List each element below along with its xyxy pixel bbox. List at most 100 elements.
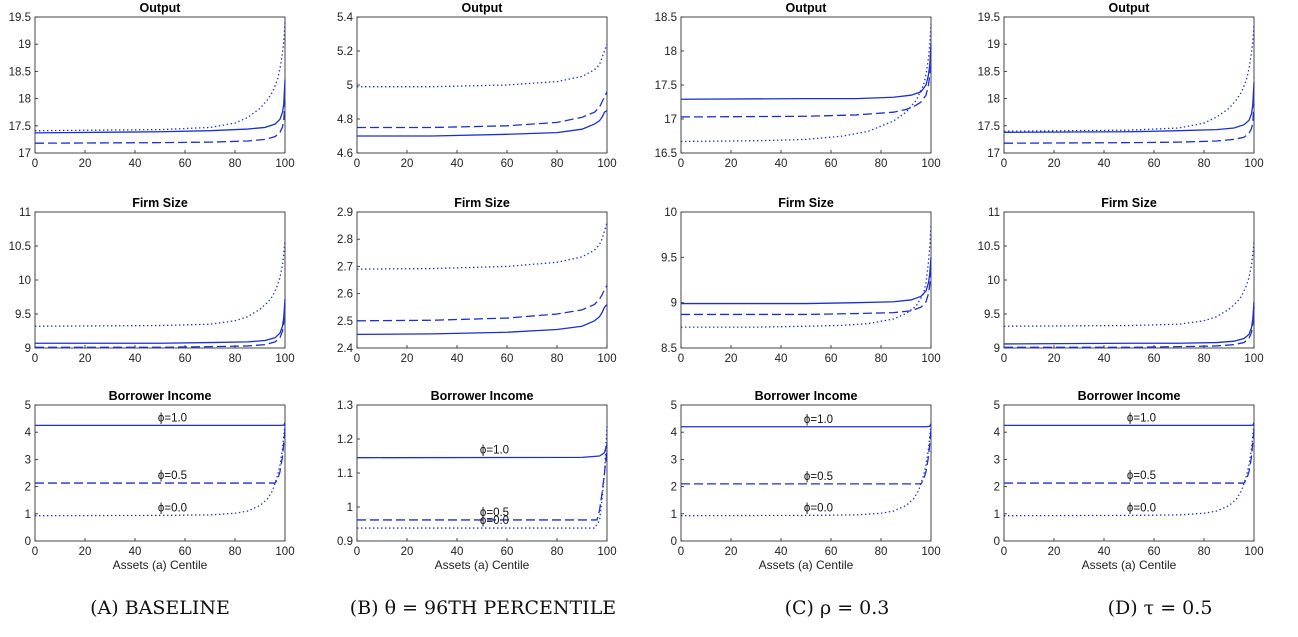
chart-borrower-income-d: Borrower Income 0 20 40 60 80 100 0 1 2 3 4 5 ϕ=1.0 ϕ=… <box>994 389 1264 572</box>
chart-firm-size-a: Firm Size 0 20 40 60 80 100 9 9.5 10 10.5 11 <box>9 196 295 365</box>
series-annotation: ϕ=1.0 <box>1127 412 1156 424</box>
x-tick-label: 100 <box>921 546 940 558</box>
x-tick-label: 20 <box>79 158 92 170</box>
x-tick-label: 100 <box>1244 158 1263 170</box>
chart-firm-size-b: Firm Size 0 20 40 60 80 100 2.4 2.5 2.6 2.7 2.8 2.9 <box>337 196 617 365</box>
caption-row: (A) BASELINE (B) θ = 96TH PERCENTILE (C)… <box>90 597 1212 619</box>
x-tick-label: 0 <box>32 546 38 558</box>
x-tick-label: 100 <box>275 353 294 365</box>
chart-title: Output <box>140 1 182 15</box>
x-tick-label: 0 <box>354 546 360 558</box>
chart-borrower-income-c: Borrower Income 0 20 40 60 80 100 0 1 2 3 4 5 ϕ=1.0 ϕ=… <box>671 389 941 572</box>
y-tick-label: 1.1 <box>337 468 353 480</box>
x-tick-label: 40 <box>129 546 142 558</box>
y-tick-label: 10 <box>664 207 677 219</box>
y-tick-label: 17 <box>18 148 31 160</box>
y-tick-label: 17.5 <box>655 80 677 92</box>
y-tick-label: 0 <box>25 536 31 548</box>
y-tick-label: 8.5 <box>661 343 677 355</box>
y-tick-label: 5.2 <box>337 46 353 58</box>
y-tick-label: 9.5 <box>984 309 1000 321</box>
x-tick-label: 60 <box>1148 353 1161 365</box>
series-line-solid <box>1004 422 1255 427</box>
x-axis-label: Assets (a) Centile <box>759 558 854 572</box>
chart-output-a: Output 0 20 40 60 80 100 17 17.5 18 18.5 19 19.5 <box>9 1 295 170</box>
x-tick-label: 0 <box>678 353 684 365</box>
y-tick-label: 2.9 <box>337 207 353 219</box>
series-line-dotted <box>680 23 932 143</box>
y-tick-label: 2.6 <box>337 289 353 301</box>
y-tick-label: 19 <box>18 39 31 51</box>
x-tick-label: 60 <box>179 546 192 558</box>
x-tick-label: 60 <box>825 158 838 170</box>
x-tick-label: 100 <box>597 158 616 170</box>
y-tick-label: 10.5 <box>9 241 31 253</box>
x-tick-label: 20 <box>1048 353 1061 365</box>
x-tick-label: 100 <box>1244 546 1263 558</box>
series-annotation: ϕ=0.0 <box>158 503 187 515</box>
x-tick-label: 40 <box>775 546 788 558</box>
chart-title: Firm Size <box>132 196 188 210</box>
y-tick-label: 1.2 <box>337 434 353 446</box>
series-line-dashed <box>35 429 286 484</box>
y-tick-label: 1 <box>994 509 1000 521</box>
y-tick-label: 9 <box>671 298 677 310</box>
y-tick-label: 4 <box>25 427 32 439</box>
chart-firm-size-c: Firm Size 0 20 40 60 80 100 8.5 9 9.5 10 <box>661 196 941 365</box>
series-annotation: ϕ=0.0 <box>804 503 833 515</box>
x-tick-label: 0 <box>678 158 684 170</box>
x-tick-label: 20 <box>725 353 738 365</box>
series-line-solid <box>681 257 932 305</box>
x-tick-label: 40 <box>1098 546 1111 558</box>
series-line-dotted <box>357 43 608 88</box>
caption-d: (D) τ = 0.5 <box>1108 597 1213 619</box>
x-tick-label: 20 <box>79 546 92 558</box>
x-tick-label: 60 <box>501 353 514 365</box>
y-tick-label: 2.8 <box>337 234 353 246</box>
x-tick-label: 40 <box>451 353 464 365</box>
x-tick-label: 80 <box>229 353 242 365</box>
x-tick-label: 20 <box>401 158 414 170</box>
series-line-dotted <box>34 240 286 327</box>
x-tick-label: 0 <box>1001 546 1007 558</box>
series-annotation: ϕ=0.5 <box>804 471 833 483</box>
x-tick-label: 0 <box>354 353 360 365</box>
y-tick-label: 0 <box>671 536 677 548</box>
x-axis-label: Assets (a) Centile <box>113 558 208 572</box>
series-line-dashed <box>356 285 608 322</box>
y-tick-label: 4.6 <box>337 148 353 160</box>
y-tick-label: 9.5 <box>661 252 677 264</box>
x-axis-label: Assets (a) Centile <box>1082 558 1177 572</box>
x-tick-label: 20 <box>401 546 414 558</box>
plot-area <box>34 211 286 349</box>
y-tick-label: 5 <box>25 400 31 412</box>
y-tick-label: 17 <box>664 114 677 126</box>
x-tick-label: 60 <box>1148 158 1161 170</box>
series-annotation: ϕ=1.0 <box>480 445 509 457</box>
y-tick-label: 18 <box>18 94 31 106</box>
series-line-dotted <box>1003 25 1255 132</box>
x-tick-label: 100 <box>597 546 616 558</box>
x-tick-label: 100 <box>1244 353 1263 365</box>
x-tick-label: 60 <box>179 353 192 365</box>
x-tick-label: 60 <box>825 353 838 365</box>
series-line-solid <box>35 422 286 427</box>
y-tick-label: 17 <box>987 148 1000 160</box>
x-tick-label: 80 <box>875 546 888 558</box>
x-tick-label: 100 <box>597 353 616 365</box>
x-tick-label: 0 <box>32 353 38 365</box>
y-tick-label: 18.5 <box>655 12 677 24</box>
y-tick-label: 5.4 <box>337 12 354 24</box>
y-tick-label: 18.5 <box>9 66 31 78</box>
y-tick-label: 1 <box>25 509 31 521</box>
caption-c: (C) ρ = 0.3 <box>785 597 890 619</box>
x-tick-label: 40 <box>129 158 142 170</box>
y-tick-label: 19.5 <box>9 12 31 24</box>
x-tick-label: 60 <box>501 158 514 170</box>
x-tick-label: 40 <box>775 353 788 365</box>
plot-area <box>680 404 932 542</box>
x-tick-label: 20 <box>725 546 738 558</box>
y-tick-label: 19 <box>987 39 1000 51</box>
